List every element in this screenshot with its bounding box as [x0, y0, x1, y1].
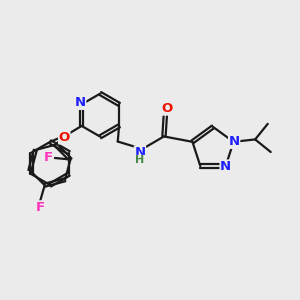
Text: N: N — [75, 96, 86, 109]
Text: O: O — [58, 131, 70, 144]
Text: N: N — [134, 146, 146, 159]
Text: N: N — [220, 160, 231, 173]
Text: F: F — [36, 201, 45, 214]
Text: O: O — [161, 102, 172, 115]
Text: H: H — [135, 155, 145, 165]
Text: F: F — [44, 152, 53, 164]
Text: N: N — [229, 135, 240, 148]
